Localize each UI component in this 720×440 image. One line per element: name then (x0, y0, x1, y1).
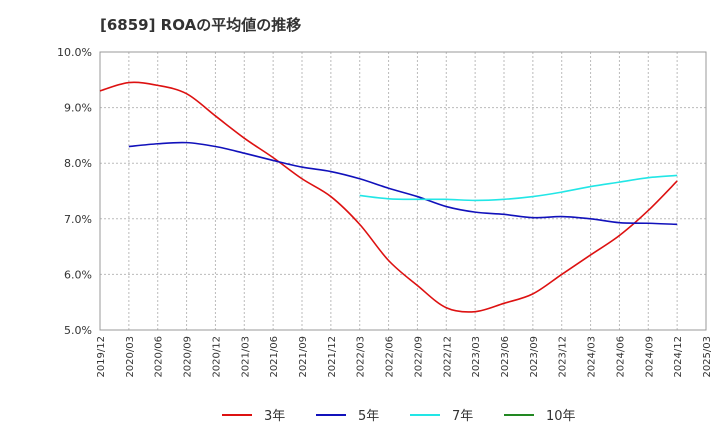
x-tick-label: 2020/06 (154, 336, 165, 378)
y-tick-label: 8.0% (64, 157, 92, 170)
x-tick-label: 2023/12 (558, 336, 569, 378)
legend-label: 7年 (452, 409, 473, 424)
legend-label: 3年 (264, 409, 285, 424)
x-tick-label: 2023/03 (471, 336, 482, 378)
x-tick-label: 2022/03 (356, 336, 367, 378)
y-axis-ticks: 5.0% 6.0% 7.0% 8.0% 9.0% 10.0% (57, 46, 92, 337)
x-tick-label: 2020/03 (125, 336, 136, 378)
x-tick-label: 2019/12 (96, 336, 107, 378)
x-tick-label: 2024/06 (615, 336, 626, 378)
x-tick-label: 2021/12 (327, 336, 338, 378)
legend-label: 10年 (546, 409, 576, 424)
series-line-3 (359, 174, 678, 202)
x-tick-label: 2023/06 (500, 336, 511, 378)
x-tick-label: 2024/09 (644, 336, 655, 378)
x-tick-label: 2020/09 (183, 336, 194, 378)
x-tick-label: 2021/09 (298, 336, 309, 378)
x-axis-ticks: 2019/12 2020/03 2020/06 2020/09 2020/12 2021/… (96, 336, 713, 378)
series-line-1 (99, 81, 678, 313)
plot-area-frame (99, 51, 707, 331)
series-lines (99, 81, 678, 313)
legend: 3年 5年 7年 10年 (222, 409, 576, 424)
x-tick-label: 2020/12 (211, 336, 222, 378)
chart-title: [6859] ROAの平均値の推移 (100, 16, 302, 34)
y-tick-label: 7.0% (64, 213, 92, 226)
y-tick-label: 5.0% (64, 324, 92, 337)
x-tick-label: 2022/09 (413, 336, 424, 378)
grid (99, 51, 707, 331)
x-tick-label: 2021/03 (240, 336, 251, 378)
y-tick-label: 9.0% (64, 102, 92, 115)
y-tick-label: 10.0% (57, 46, 92, 59)
x-tick-label: 2021/06 (269, 336, 280, 378)
series-line-2 (128, 141, 678, 226)
x-tick-label: 2024/12 (673, 336, 684, 378)
x-tick-label: 2025/03 (702, 336, 713, 378)
x-tick-label: 2022/06 (385, 336, 396, 378)
x-tick-label: 2022/12 (442, 336, 453, 378)
x-tick-label: 2023/09 (529, 336, 540, 378)
y-tick-label: 6.0% (64, 268, 92, 281)
legend-label: 5年 (358, 409, 379, 424)
x-tick-label: 2024/03 (587, 336, 598, 378)
